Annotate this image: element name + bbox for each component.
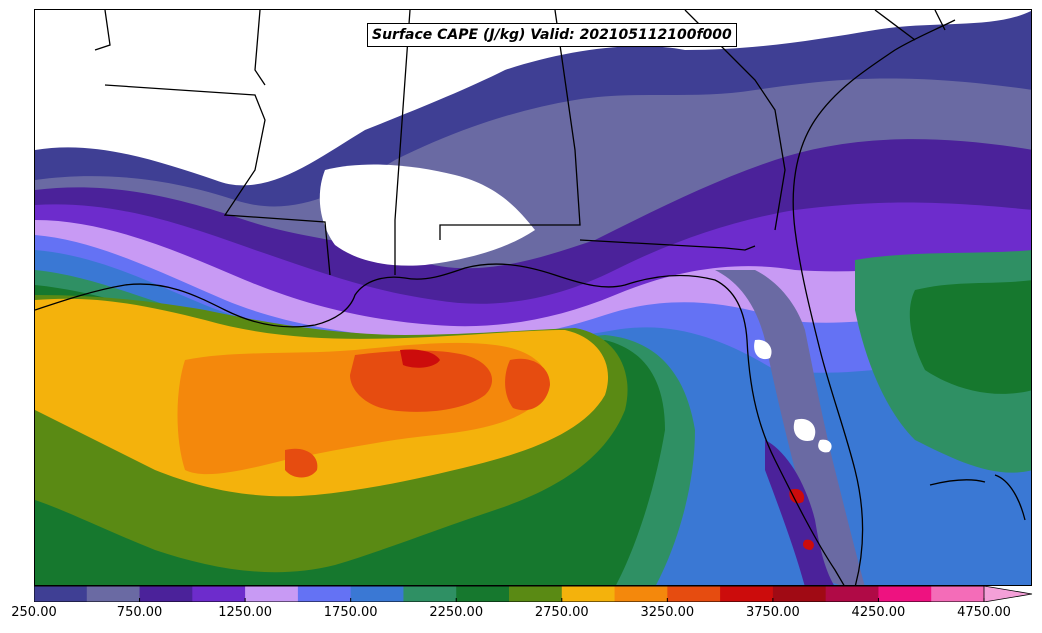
colorbar-bin bbox=[297, 586, 352, 602]
coastlines bbox=[35, 19, 1026, 585]
colorbar-bin bbox=[614, 586, 668, 602]
map-panel: Surface CAPE (J/kg) Valid: 202105112100f… bbox=[34, 9, 1032, 586]
colorbar-bin bbox=[931, 586, 985, 602]
colorbar-bin bbox=[139, 586, 193, 602]
cape-florida-hotspot bbox=[789, 488, 805, 504]
colorbar-bin bbox=[350, 586, 404, 602]
colorbar-bin bbox=[878, 586, 932, 602]
colorbar-tick-label: 3250.00 bbox=[640, 605, 695, 620]
colorbar-bin bbox=[192, 586, 246, 602]
colorbar-bin bbox=[772, 586, 827, 602]
colorbar-bin bbox=[561, 586, 616, 602]
cape-white-gap-2 bbox=[793, 418, 816, 441]
colorbar-tick-label: 4250.00 bbox=[851, 605, 906, 620]
colorbar-bin bbox=[86, 586, 141, 602]
colorbar-extend-arrow bbox=[983, 586, 1033, 602]
colorbar-tick-label: 4750.00 bbox=[957, 605, 1011, 620]
cape-band-2250-east bbox=[909, 280, 1031, 394]
colorbar-bin bbox=[720, 586, 774, 602]
colorbar-bin bbox=[245, 586, 299, 602]
colorbar-bin bbox=[34, 586, 88, 602]
cape-band-3250-c bbox=[285, 448, 318, 478]
colorbar-bin bbox=[403, 586, 457, 602]
colorbar-bin bbox=[456, 586, 510, 602]
colorbar-tick-label: 2250.00 bbox=[429, 605, 484, 620]
cape-band-3750 bbox=[400, 349, 440, 368]
colorbar-tick-label: 250.00 bbox=[11, 605, 57, 620]
colorbar-tick-label: 750.00 bbox=[116, 605, 163, 620]
cape-white-gap-1 bbox=[754, 339, 772, 360]
cape-band-3250-b bbox=[505, 358, 550, 411]
cape-florida-inland bbox=[715, 270, 865, 585]
colorbar-tick-label: 1750.00 bbox=[323, 605, 378, 620]
colorbar-bin bbox=[667, 586, 721, 602]
cape-band-3250 bbox=[350, 350, 493, 412]
cape-florida-hotspot-2 bbox=[803, 539, 814, 550]
colorbar-tick-label: 3750.00 bbox=[745, 605, 800, 620]
colorbar-tick-label: 2750.00 bbox=[534, 605, 589, 620]
map-title: Surface CAPE (J/kg) Valid: 202105112100f… bbox=[367, 23, 737, 47]
cape-white-gap-3 bbox=[818, 439, 832, 453]
colorbar-tick-label: 1250.00 bbox=[218, 605, 272, 620]
colorbar-bin bbox=[509, 586, 563, 602]
cape-florida-purple bbox=[765, 440, 834, 585]
colorbar-bin bbox=[825, 586, 879, 602]
cape-field-map bbox=[35, 10, 1031, 585]
colorbar bbox=[34, 586, 1033, 602]
cape-white-inland bbox=[319, 164, 535, 266]
